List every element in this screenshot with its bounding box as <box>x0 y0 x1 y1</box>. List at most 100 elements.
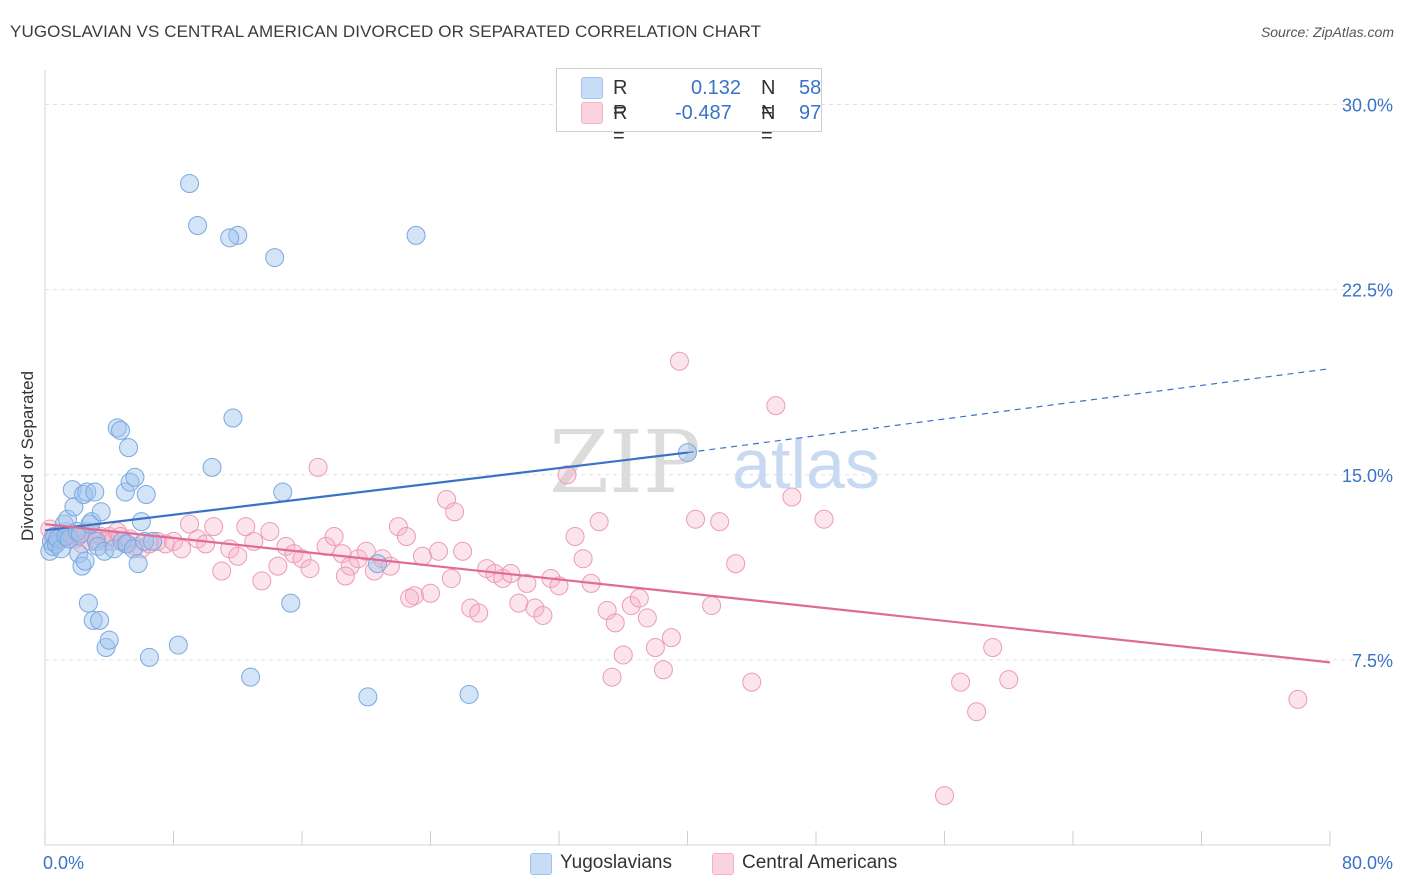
central-american-point <box>453 541 473 561</box>
central-americans-trend-line <box>44 523 1331 664</box>
legend-swatch <box>530 853 552 875</box>
central-american-point <box>686 509 706 529</box>
r-value: 0.132 <box>691 77 742 99</box>
tick-labels: 7.5% 15.0% 22.5% 30.0% 0.0% 80.0% <box>43 96 1393 873</box>
central-american-point <box>935 786 954 806</box>
yugoslavian-point <box>202 457 222 477</box>
central-american-point <box>400 588 420 608</box>
watermark: ZIP atlas <box>549 413 880 513</box>
yugoslavian-point <box>241 667 261 687</box>
yugoslavian-point <box>85 482 105 502</box>
central-american-point <box>445 502 465 522</box>
yugoslavian-point <box>119 438 139 458</box>
chart-title: YUGOSLAVIAN VS CENTRAL AMERICAN DIVORCED… <box>10 22 762 41</box>
yugoslavian-point <box>115 482 135 502</box>
central-american-point <box>951 672 971 692</box>
yugoslavian-point <box>51 539 71 559</box>
yugoslavian-point <box>107 418 127 438</box>
central-american-point <box>589 512 609 532</box>
central-american-point <box>565 526 585 546</box>
central-american-point <box>645 638 665 658</box>
central-american-point <box>335 566 355 586</box>
yugoslavian-point <box>77 482 97 502</box>
yugoslavian-point <box>62 480 82 500</box>
central-american-point <box>517 573 537 593</box>
r-label: R = <box>613 102 628 147</box>
watermark-atlas: atlas <box>732 425 880 503</box>
legend-swatch <box>712 853 734 875</box>
central-american-point <box>983 638 1003 658</box>
central-american-point <box>557 465 577 485</box>
yugoslavian-point <box>273 482 293 502</box>
central-american-point <box>549 576 569 596</box>
central-american-point <box>308 457 328 477</box>
y-axis-label: Divorced or Separated <box>18 370 37 542</box>
central-american-point <box>766 396 786 416</box>
central-american-point <box>782 487 802 507</box>
y-tick-label: 7.5% <box>1352 651 1393 671</box>
central-american-point <box>388 517 408 537</box>
yugoslavian-point <box>75 551 95 571</box>
n-label: N = <box>761 102 776 147</box>
central-american-point <box>669 351 689 371</box>
central-american-point <box>292 549 312 569</box>
yugoslavian-point <box>139 647 159 667</box>
yugoslavian-point <box>228 225 248 245</box>
yugoslavian-point <box>91 502 111 522</box>
central-american-point <box>710 512 730 532</box>
central-american-point <box>268 556 288 576</box>
central-american-point <box>814 509 834 529</box>
central-american-point <box>429 541 449 561</box>
central-american-point <box>172 539 192 559</box>
yugoslavian-point <box>123 539 143 559</box>
central-american-point <box>533 605 553 625</box>
central-american-point <box>204 517 224 537</box>
yugoslavian-point <box>99 630 119 650</box>
yugoslavian-point <box>125 467 145 487</box>
yugoslavian-point <box>220 228 240 248</box>
yugoslavian-point <box>459 684 479 704</box>
yugoslavian-point <box>131 512 151 532</box>
central-american-point <box>621 596 641 616</box>
central-american-point <box>653 660 673 680</box>
yugoslavian-point <box>78 593 98 613</box>
central-american-point <box>412 546 432 566</box>
r-value: -0.487 <box>675 102 732 124</box>
x-tick-label: 80.0% <box>1342 853 1393 873</box>
axes <box>44 70 1331 846</box>
central-american-point <box>637 608 657 628</box>
central-american-point <box>356 541 376 561</box>
central-american-point <box>396 526 416 546</box>
central-american-point <box>602 667 622 687</box>
central-american-point <box>726 554 746 574</box>
yugoslavian-point <box>90 610 110 630</box>
yugoslavians-trend-extension <box>687 368 1331 454</box>
swatch-yugoslavians <box>581 77 603 99</box>
central-american-point <box>404 586 424 606</box>
y-tick-label: 15.0% <box>1342 466 1393 486</box>
r-label: R = <box>613 77 628 122</box>
central-american-point <box>236 517 256 537</box>
yugoslavian-point <box>281 593 301 613</box>
yugoslavian-point <box>74 485 94 505</box>
central-american-point <box>300 559 320 579</box>
gridlines <box>45 104 1390 661</box>
central-american-point <box>228 546 248 566</box>
yugoslavian-point <box>358 687 378 707</box>
yugoslavian-point <box>104 539 124 559</box>
central-american-point <box>967 702 987 722</box>
yugoslavians-trend-line <box>44 451 688 532</box>
central-american-point <box>742 672 762 692</box>
central-american-point <box>999 670 1019 690</box>
central-american-point <box>661 628 681 648</box>
yugoslavian-point <box>367 554 387 574</box>
yugoslavian-point <box>180 174 200 194</box>
central-american-point <box>605 613 625 633</box>
yugoslavian-point <box>136 485 156 505</box>
yugoslavian-point <box>110 420 130 440</box>
yugoslavian-point <box>265 248 285 268</box>
yugoslavian-point <box>128 554 148 574</box>
source-label: Source: ZipAtlas.com <box>1260 24 1394 40</box>
legend-label: Yugoslavians <box>560 852 672 873</box>
